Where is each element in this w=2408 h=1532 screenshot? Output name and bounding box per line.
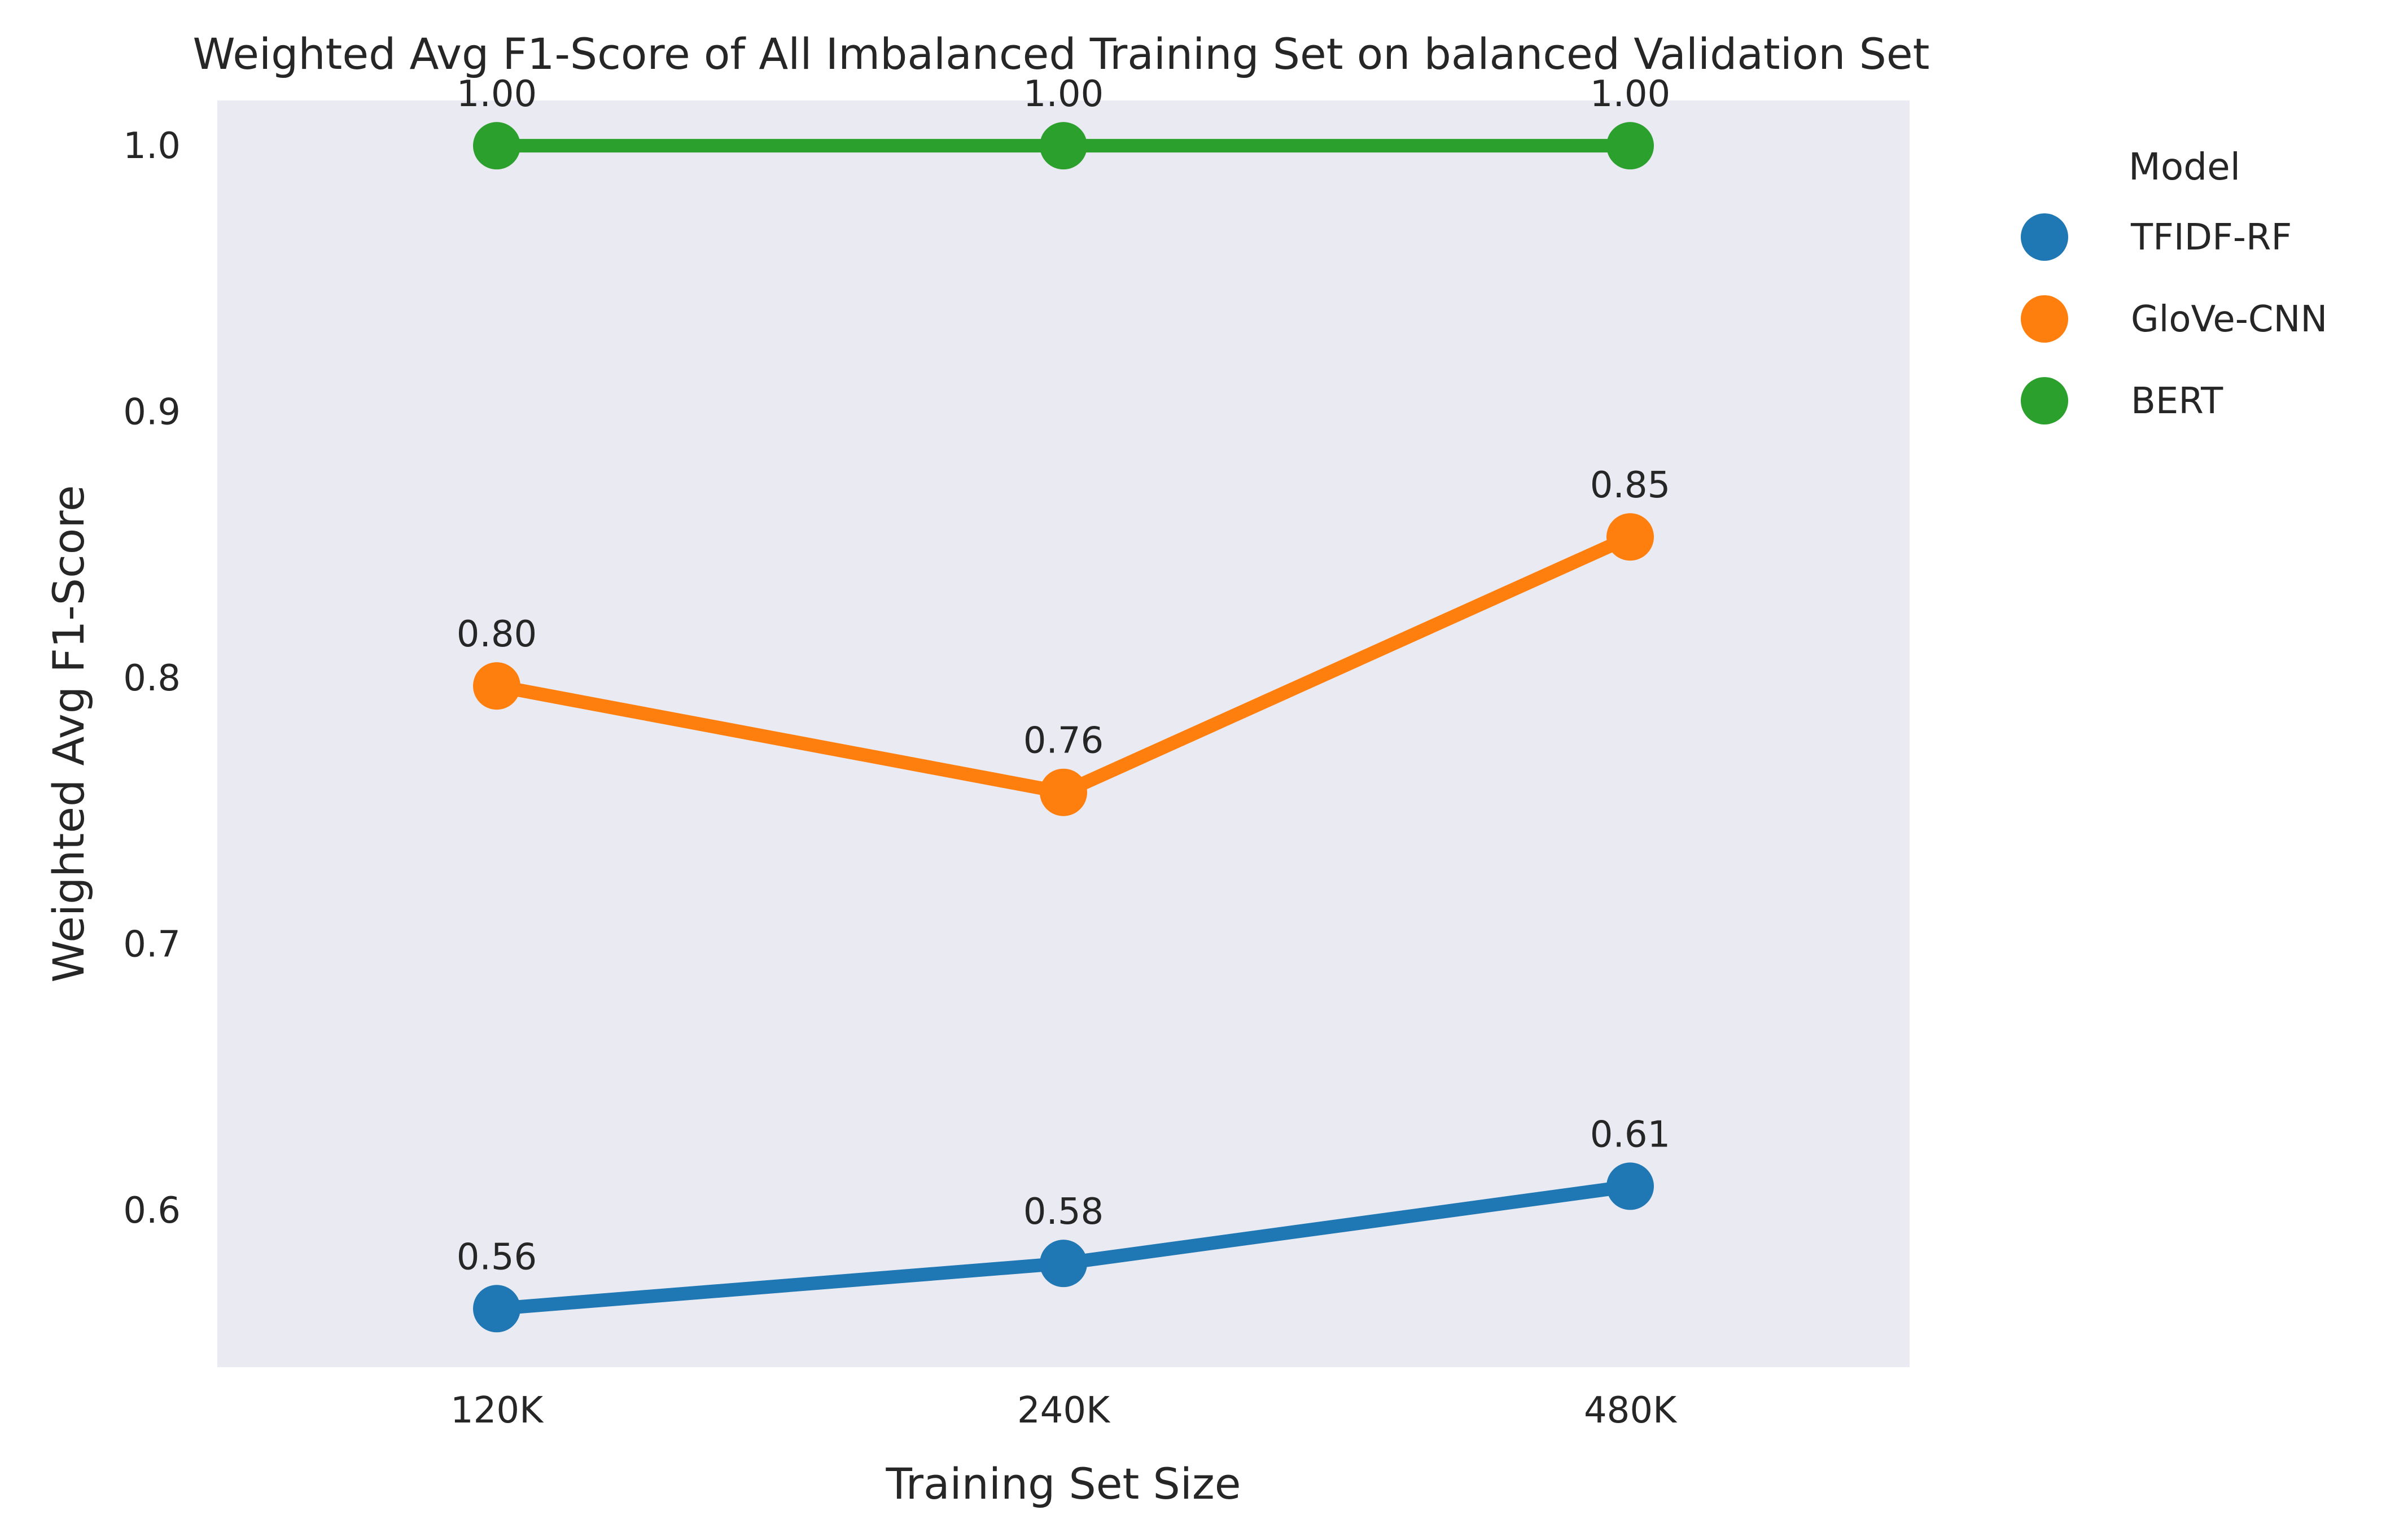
y-tick-label: 0.8	[123, 658, 181, 699]
data-label: 0.85	[1590, 465, 1671, 506]
legend-entry-label: TFIDF-RF	[2130, 217, 2292, 259]
data-label: 0.61	[1590, 1114, 1671, 1155]
x-axis-ticks: 120K 240K 480K	[450, 1390, 1678, 1432]
legend-title: Model	[2129, 145, 2240, 189]
data-point	[1040, 1240, 1087, 1288]
x-tick-label: 120K	[450, 1390, 544, 1432]
data-label: 0.80	[457, 614, 537, 655]
y-tick-label: 1.0	[123, 125, 181, 167]
legend-marker	[2021, 295, 2068, 343]
plot-area	[217, 100, 1910, 1367]
y-tick-label: 0.6	[123, 1190, 181, 1232]
data-label: 0.76	[1023, 720, 1104, 762]
data-label: 1.00	[1023, 73, 1104, 115]
legend-marker	[2021, 377, 2068, 424]
y-axis-ticks: 0.6 0.7 0.8 0.9 1.0	[123, 125, 181, 1232]
data-label: 0.56	[457, 1236, 537, 1278]
legend: Model TFIDF-RF GloVe-CNN BERT	[2021, 145, 2327, 424]
data-point	[1606, 513, 1654, 561]
x-axis-label: Training Set Size	[885, 1459, 1241, 1509]
legend-entry-label: GloVe-CNN	[2131, 299, 2327, 340]
legend-entry-label: BERT	[2131, 380, 2223, 422]
legend-marker	[2021, 213, 2068, 261]
data-point	[473, 122, 520, 170]
data-point	[473, 662, 520, 710]
data-point	[1040, 768, 1087, 816]
data-point	[1040, 122, 1087, 170]
series-points	[473, 122, 1654, 1333]
data-label: 1.00	[457, 73, 537, 115]
y-tick-label: 0.7	[123, 923, 181, 965]
data-point	[1606, 1162, 1654, 1210]
x-tick-label: 480K	[1584, 1390, 1678, 1432]
x-tick-label: 240K	[1017, 1390, 1111, 1432]
data-point	[1606, 122, 1654, 170]
y-axis-label: Weighted Avg F1-Score	[43, 485, 94, 982]
data-label: 0.58	[1023, 1191, 1104, 1233]
data-labels: 0.56 0.58 0.61 0.80 0.76 0.85 1.00 1.00 1.00	[457, 73, 1671, 1278]
y-tick-label: 0.9	[123, 392, 181, 434]
data-label: 1.00	[1590, 73, 1671, 115]
data-point	[473, 1285, 520, 1333]
chart-title: Weighted Avg F1-Score of All Imbalanced …	[193, 29, 1930, 79]
